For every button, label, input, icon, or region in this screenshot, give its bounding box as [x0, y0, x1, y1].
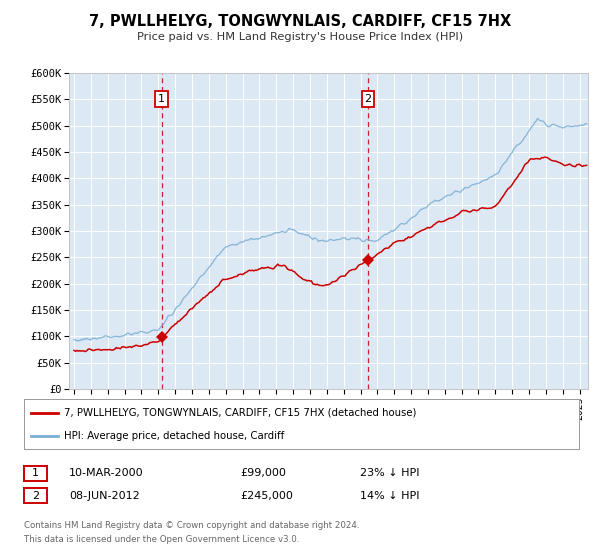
Text: £245,000: £245,000	[240, 491, 293, 501]
Text: Price paid vs. HM Land Registry's House Price Index (HPI): Price paid vs. HM Land Registry's House …	[137, 32, 463, 43]
Text: 1: 1	[158, 94, 165, 104]
Text: £99,000: £99,000	[240, 468, 286, 478]
Text: 2: 2	[32, 491, 39, 501]
Text: This data is licensed under the Open Government Licence v3.0.: This data is licensed under the Open Gov…	[24, 535, 299, 544]
Text: 1: 1	[32, 469, 39, 478]
Text: 14% ↓ HPI: 14% ↓ HPI	[360, 491, 419, 501]
Text: 10-MAR-2000: 10-MAR-2000	[69, 468, 143, 478]
Text: 2: 2	[364, 94, 371, 104]
Text: 7, PWLLHELYG, TONGWYNLAIS, CARDIFF, CF15 7HX (detached house): 7, PWLLHELYG, TONGWYNLAIS, CARDIFF, CF15…	[64, 408, 416, 418]
Text: 08-JUN-2012: 08-JUN-2012	[69, 491, 140, 501]
Text: Contains HM Land Registry data © Crown copyright and database right 2024.: Contains HM Land Registry data © Crown c…	[24, 521, 359, 530]
Text: 23% ↓ HPI: 23% ↓ HPI	[360, 468, 419, 478]
Text: 7, PWLLHELYG, TONGWYNLAIS, CARDIFF, CF15 7HX: 7, PWLLHELYG, TONGWYNLAIS, CARDIFF, CF15…	[89, 14, 511, 29]
Text: HPI: Average price, detached house, Cardiff: HPI: Average price, detached house, Card…	[64, 431, 284, 441]
